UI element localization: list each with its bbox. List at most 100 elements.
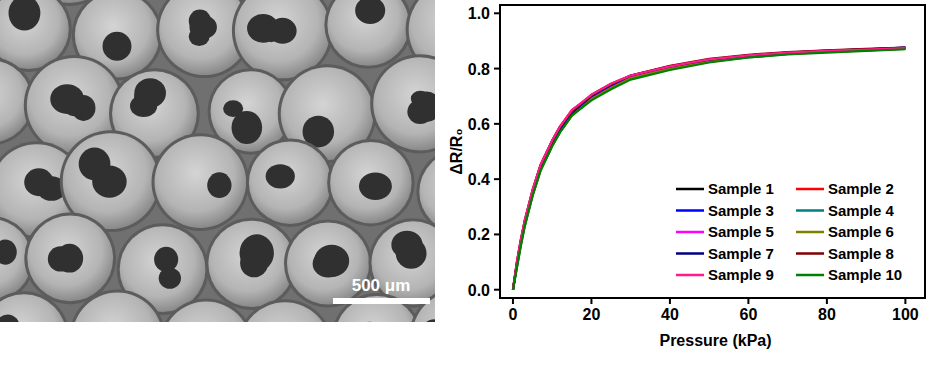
legend-label: Sample 9 — [708, 266, 774, 283]
series-line — [513, 48, 905, 289]
pore — [327, 0, 409, 66]
series-line — [513, 48, 905, 290]
scale-bar-label: 500 μm — [352, 276, 411, 295]
legend-label: Sample 1 — [708, 180, 774, 197]
pore-window — [79, 148, 111, 181]
y-tick-label: 0.6 — [468, 116, 490, 133]
sem-image — [0, 0, 435, 322]
plot-area — [513, 48, 905, 290]
pore-rim — [69, 290, 165, 322]
legend-swatch — [796, 209, 824, 212]
pore-window — [0, 314, 20, 322]
pore-rim — [237, 299, 334, 322]
pore — [0, 294, 67, 322]
pore-window — [413, 91, 435, 122]
x-tick-label: 0 — [508, 306, 517, 323]
legend-label: Sample 8 — [828, 245, 894, 262]
x-tick-label: 40 — [661, 306, 679, 323]
pore-window — [357, 322, 382, 323]
y-tick-label: 0.0 — [468, 282, 490, 299]
pore-window — [103, 32, 132, 61]
legend-swatch — [676, 188, 704, 191]
y-tick-label: 0.4 — [468, 171, 490, 188]
pore-window — [359, 173, 392, 200]
x-tick-label: 20 — [583, 306, 601, 323]
legend-label: Sample 5 — [708, 223, 774, 240]
pore-rim — [370, 54, 435, 153]
pore — [240, 302, 331, 322]
pore-rim — [205, 218, 297, 310]
pore-window — [37, 176, 54, 193]
pore-rim — [0, 291, 70, 322]
pore-rim — [332, 293, 422, 322]
pore-rim — [158, 299, 254, 322]
pore-rim — [324, 0, 412, 69]
pore-window — [223, 100, 243, 117]
pore-window — [24, 168, 53, 196]
pore-window — [56, 244, 83, 273]
legend-label: Sample 2 — [828, 180, 894, 197]
legend-swatch — [676, 209, 704, 212]
y-tick-label: 1.0 — [468, 5, 490, 22]
pore-window — [268, 18, 296, 44]
legend-label: Sample 7 — [708, 245, 774, 262]
pore-rim — [24, 212, 116, 304]
pore-window — [154, 247, 178, 272]
pore — [161, 302, 251, 322]
pore-window — [0, 240, 17, 265]
pore-window — [355, 0, 385, 24]
pore — [27, 215, 113, 301]
pore — [208, 221, 294, 307]
series-line — [513, 48, 905, 290]
x-tick-label: 80 — [818, 306, 836, 323]
series-line — [513, 48, 905, 290]
legend-swatch — [796, 252, 824, 255]
pore-window — [63, 94, 87, 116]
legend-swatch — [796, 188, 824, 191]
legend-label: Sample 10 — [828, 266, 902, 283]
legend-swatch — [796, 274, 824, 277]
pore-rim — [152, 133, 250, 231]
legend-swatch — [676, 231, 704, 234]
series-line — [513, 49, 905, 289]
scale-bar — [333, 298, 430, 304]
legend-swatch — [676, 274, 704, 277]
pore-rim — [327, 139, 414, 226]
pore-window — [130, 95, 157, 117]
y-axis-title: ΔR/R₀ — [448, 128, 465, 174]
pore-window — [266, 164, 295, 188]
pore-window — [9, 0, 41, 31]
pore — [249, 141, 331, 223]
pore-window — [314, 245, 349, 277]
legend-swatch — [796, 231, 824, 234]
x-tick-label: 60 — [740, 306, 758, 323]
pore — [330, 142, 411, 223]
legend-label: Sample 4 — [828, 202, 895, 219]
pore-window — [240, 249, 268, 277]
x-tick-label: 100 — [892, 306, 919, 323]
legend: Sample 1 Sample 2 Sample 3 Sample 4 Sample 5… — [676, 180, 902, 283]
pore-window — [207, 172, 231, 198]
figure: 500 μm 0 20 40 60 80 100 0.0 0.2 0.4 0.6 0.8 1.0 Pres… — [0, 0, 950, 369]
legend-swatch — [676, 252, 704, 255]
pore-rim — [409, 288, 435, 322]
pore — [72, 293, 162, 322]
pore-window — [189, 27, 210, 46]
series-line — [513, 48, 905, 290]
pore-rim — [246, 138, 334, 226]
pore-window — [391, 231, 422, 259]
plot-frame — [500, 5, 925, 298]
y-tick-label: 0.8 — [468, 61, 490, 78]
series-line — [513, 49, 905, 290]
pore-window — [418, 319, 435, 322]
y-tick-label: 0.2 — [468, 226, 490, 243]
legend-label: Sample 6 — [828, 223, 894, 240]
series-line — [513, 48, 905, 290]
series-line — [513, 48, 905, 290]
pore — [412, 291, 435, 322]
pore — [155, 136, 247, 228]
legend-label: Sample 3 — [708, 202, 774, 219]
x-axis-title: Pressure (kPa) — [659, 332, 771, 349]
pore — [373, 57, 435, 150]
series-line — [513, 49, 905, 290]
